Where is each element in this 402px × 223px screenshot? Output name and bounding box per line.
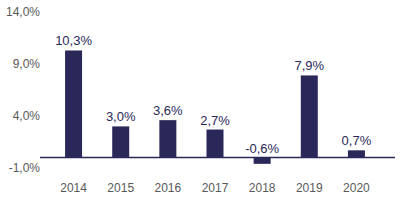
data-label: -0,6% [245, 141, 279, 156]
y-tick-label: 9,0% [13, 57, 41, 71]
x-tick-label: 2018 [249, 181, 276, 195]
bar [65, 50, 82, 157]
x-tick-label: 2016 [155, 181, 182, 195]
bar [254, 158, 271, 164]
y-tick-label: 14,0% [6, 5, 40, 19]
data-label: 10,3% [55, 33, 92, 48]
bar [112, 126, 129, 157]
y-tick-label: 4,0% [13, 109, 41, 123]
x-tick-label: 2019 [296, 181, 323, 195]
data-label: 3,0% [106, 109, 136, 124]
x-tick-label: 2015 [107, 181, 134, 195]
bar [348, 150, 365, 157]
data-label: 0,7% [342, 133, 372, 148]
x-tick-label: 2014 [60, 181, 87, 195]
bar [301, 75, 318, 157]
bar [207, 130, 224, 158]
x-tick-label: 2017 [202, 181, 229, 195]
y-tick-label: -1,0% [9, 161, 41, 175]
data-label: 2,7% [200, 113, 230, 128]
data-label: 7,9% [294, 58, 324, 73]
x-tick-label: 2020 [343, 181, 370, 195]
axis-line [40, 157, 395, 159]
data-label: 3,6% [153, 103, 183, 118]
bar [159, 120, 176, 157]
chart: -1,0% 4,0% 9,0% 14,0% 10,3% 3,0% 3,6% 2,7% -0,6%… [0, 0, 402, 223]
bars [65, 50, 365, 163]
